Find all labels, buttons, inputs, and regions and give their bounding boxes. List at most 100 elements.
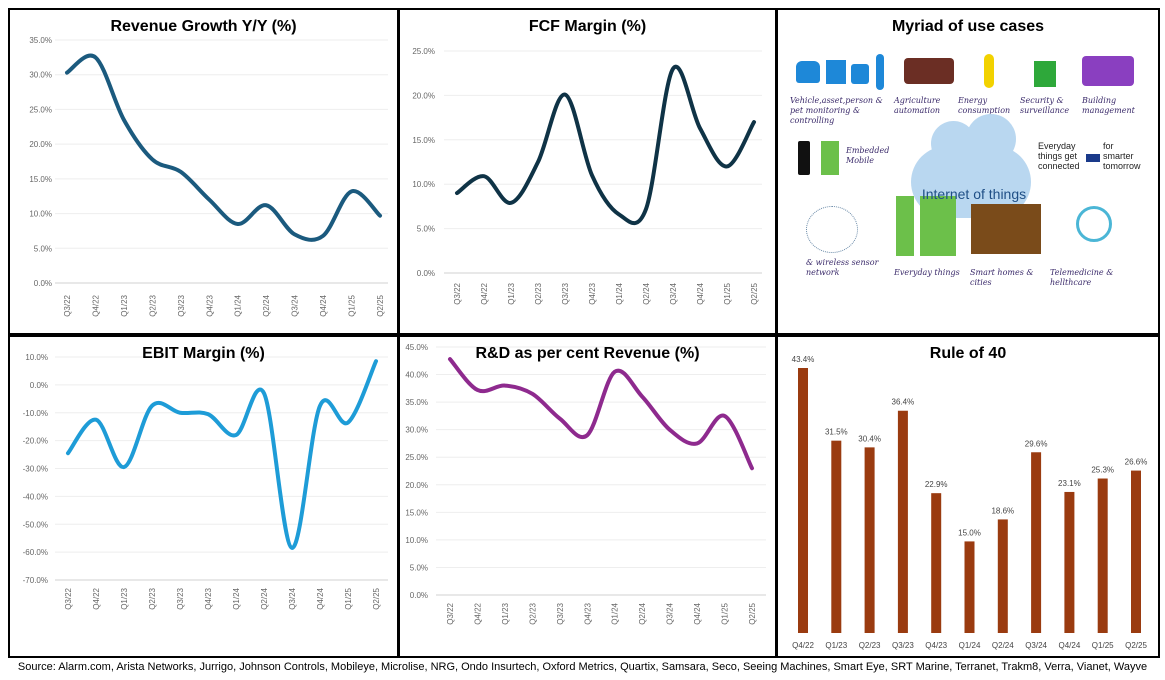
data-point bbox=[641, 396, 643, 398]
series-line bbox=[66, 359, 378, 550]
suitcase-icon bbox=[826, 60, 846, 84]
y-tick-label: 10.0% bbox=[25, 353, 48, 362]
data-point bbox=[180, 171, 182, 173]
data-point bbox=[591, 174, 593, 176]
x-tick-label: Q4/23 bbox=[204, 587, 213, 609]
y-tick-label: -30.0% bbox=[23, 465, 48, 474]
chart-title: Rule of 40 bbox=[929, 345, 1007, 362]
data-point bbox=[94, 56, 96, 58]
y-tick-label: 25.0% bbox=[412, 47, 435, 56]
rule-of-40-panel: Rule of 40 43.4% Q4/22 31.5% Q1/23 30.4% Q2/2… bbox=[778, 337, 1158, 656]
chart-title: Revenue Growth Y/Y (%) bbox=[110, 18, 297, 35]
data-point bbox=[379, 215, 381, 217]
y-tick-label: 15.0% bbox=[29, 175, 52, 184]
x-tick-label: Q1/24 bbox=[234, 294, 243, 316]
data-point bbox=[291, 547, 293, 549]
x-tick-label: Q3/24 bbox=[288, 587, 297, 609]
data-point bbox=[263, 392, 265, 394]
y-tick-label: -50.0% bbox=[23, 520, 48, 529]
data-point bbox=[645, 208, 647, 210]
data-point bbox=[375, 360, 377, 362]
x-tick-label: Q2/23 bbox=[148, 587, 157, 609]
x-tick-label: Q1/25 bbox=[721, 602, 730, 624]
x-tick-label: Q3/23 bbox=[561, 282, 570, 304]
x-tick-label: Q3/23 bbox=[556, 602, 565, 624]
camera-icon bbox=[1034, 61, 1056, 87]
y-tick-label: 35.0% bbox=[29, 36, 52, 45]
iot-label: Everyday things bbox=[894, 268, 960, 277]
x-tick-label: Q3/24 bbox=[291, 294, 300, 316]
bar bbox=[1097, 478, 1108, 633]
bar-value-label: 31.5% bbox=[825, 428, 848, 437]
iot-label: Smart homes & cities bbox=[970, 268, 1034, 287]
data-point bbox=[319, 405, 321, 407]
x-tick-label: Q3/23 bbox=[177, 294, 186, 316]
bar bbox=[864, 447, 875, 633]
iot-label: Vehicle,asset,person & pet monitoring & … bbox=[790, 96, 883, 125]
x-tick-label: Q3/22 bbox=[446, 602, 455, 624]
data-point bbox=[672, 68, 674, 70]
x-tick-label: Q2/23 bbox=[528, 602, 537, 624]
bar bbox=[798, 368, 808, 633]
x-tick-label: Q4/23 bbox=[205, 294, 214, 316]
data-point bbox=[151, 405, 153, 407]
data-point bbox=[95, 419, 97, 421]
y-tick-label: 5.0% bbox=[410, 563, 428, 572]
x-tick-label: Q3/24 bbox=[1025, 641, 1047, 650]
data-point bbox=[347, 422, 349, 424]
x-tick-label: Q1/23 bbox=[120, 294, 129, 316]
iot-use-cases-panel: Myriad of use cases Vehicle,asset,person… bbox=[778, 10, 1158, 333]
x-tick-label: Q3/23 bbox=[892, 641, 914, 650]
chart-svg: 43.4% Q4/22 31.5% Q1/23 30.4% Q2/23 36.4% Q3/23… bbox=[792, 355, 1148, 650]
data-point bbox=[235, 434, 237, 436]
rnd-revenue-panel: R&D as per cent Revenue (%) 0.0% 5.0% 10.0… bbox=[400, 337, 775, 656]
iot-tagline: for smarter tomorrow bbox=[1103, 141, 1141, 171]
data-point bbox=[449, 358, 451, 360]
fcf-margin-panel: FCF Margin (%) 0.0% 5.0% 10.0% 15.0% 20.0% 25… bbox=[400, 10, 775, 333]
x-tick-label: Q4/22 bbox=[473, 602, 482, 624]
y-tick-label: 0.0% bbox=[417, 269, 435, 278]
data-point bbox=[66, 72, 68, 74]
data-point bbox=[564, 94, 566, 96]
bar-value-label: 43.4% bbox=[792, 355, 815, 364]
data-point bbox=[531, 393, 533, 395]
y-tick-label: -20.0% bbox=[23, 437, 48, 446]
x-tick-label: Q4/24 bbox=[696, 282, 705, 304]
y-tick-label: 35.0% bbox=[405, 398, 428, 407]
chart-svg: 0.0% 5.0% 10.0% 15.0% 20.0% 25.0% Q3/22 Q4/22 Q1… bbox=[412, 47, 762, 305]
telemedicine-icon bbox=[1076, 206, 1112, 242]
x-tick-label: Q4/23 bbox=[583, 602, 592, 624]
revenue-growth-panel: Revenue Growth Y/Y (%) 0.0% 5.0% 10.0% 15.0… bbox=[10, 10, 397, 333]
series-line bbox=[65, 53, 382, 242]
iot-center-label: Internet of things bbox=[921, 186, 1027, 202]
bar bbox=[1031, 452, 1042, 633]
x-tick-label: Q4/24 bbox=[319, 294, 328, 316]
building-icon bbox=[1082, 56, 1134, 86]
iot-label: Building management bbox=[1082, 96, 1135, 115]
bar-value-label: 36.4% bbox=[892, 398, 915, 407]
data-point bbox=[151, 158, 153, 160]
x-tick-label: Q2/23 bbox=[534, 282, 543, 304]
y-tick-label: 30.0% bbox=[29, 71, 52, 80]
bar-value-label: 18.6% bbox=[991, 506, 1014, 515]
iot-label: Embedded Mobile bbox=[846, 146, 890, 165]
x-tick-label: Q2/25 bbox=[1125, 641, 1147, 650]
everyday-things-icon bbox=[896, 196, 956, 256]
data-point bbox=[586, 434, 588, 436]
data-point bbox=[123, 466, 125, 468]
bulb-icon bbox=[984, 54, 994, 88]
x-tick-label: Q2/24 bbox=[260, 587, 269, 609]
x-tick-label: Q1/24 bbox=[615, 282, 624, 304]
y-tick-label: 10.0% bbox=[412, 180, 435, 189]
data-point bbox=[726, 165, 728, 167]
data-point bbox=[67, 452, 69, 454]
bar bbox=[964, 541, 975, 633]
x-tick-label: Q1/25 bbox=[344, 587, 353, 609]
chart-title: FCF Margin (%) bbox=[528, 18, 647, 35]
x-tick-label: Q1/24 bbox=[611, 602, 620, 624]
x-tick-label: Q4/23 bbox=[925, 641, 947, 650]
phone-icon bbox=[798, 141, 810, 175]
data-point bbox=[123, 119, 125, 121]
person-icon bbox=[876, 54, 884, 90]
chip-icon bbox=[821, 141, 839, 175]
